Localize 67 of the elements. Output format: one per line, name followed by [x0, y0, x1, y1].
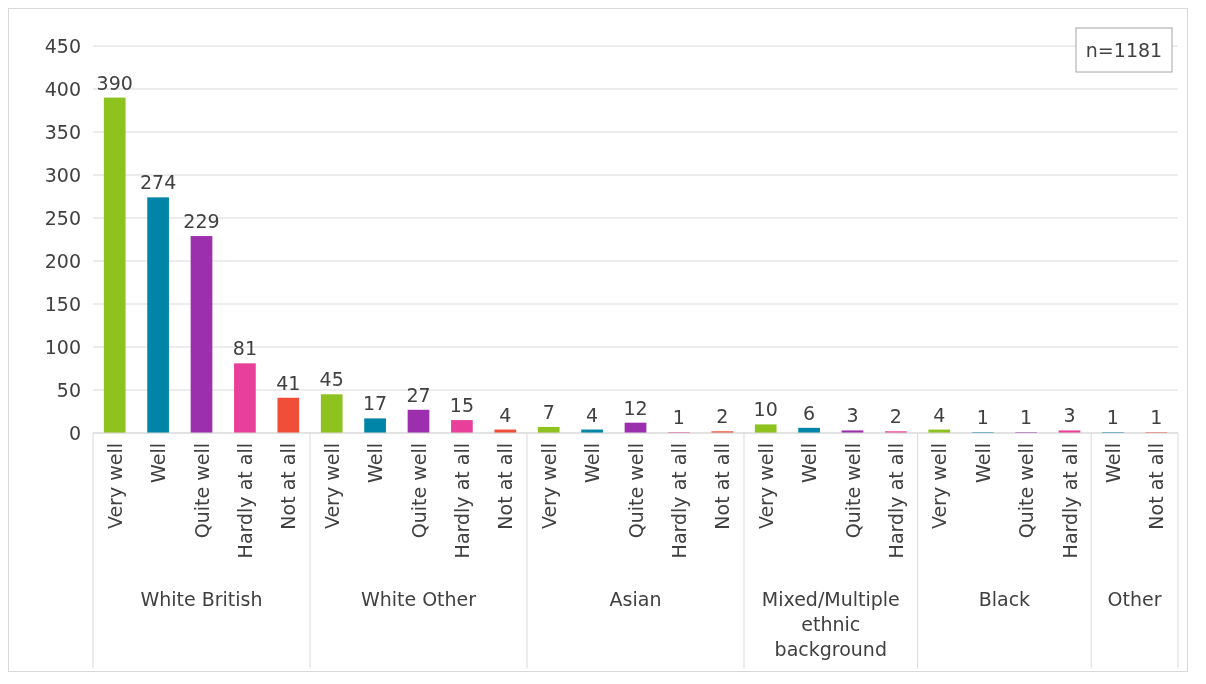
y-tick-label: 400 — [44, 78, 81, 100]
y-tick-label: 450 — [44, 35, 81, 57]
data-label: 12 — [623, 396, 648, 419]
data-label: 4 — [933, 403, 946, 426]
data-label: 1 — [672, 406, 685, 429]
y-tick-label: 0 — [68, 422, 81, 444]
x-tick-label: Very well — [754, 443, 777, 530]
x-tick-label: Quite well — [1015, 443, 1038, 539]
data-label: 17 — [363, 392, 388, 415]
data-label: 2 — [716, 405, 729, 428]
data-label: 2 — [889, 405, 902, 428]
x-tick-label: Hardly at all — [667, 443, 690, 559]
x-axis-title: White Other — [360, 588, 477, 610]
data-label: 1 — [1020, 406, 1033, 429]
x-tick-label: Not at all — [1145, 443, 1168, 530]
x-tick-label: Well — [971, 443, 994, 483]
x-axis-title: Other — [1107, 588, 1162, 610]
x-tick-label: Not at all — [494, 443, 517, 530]
y-tick-label: 250 — [44, 207, 81, 229]
data-label: 41 — [276, 371, 301, 394]
data-label: 1 — [976, 406, 989, 429]
annotation: n=1181 — [1085, 39, 1163, 61]
data-label: 229 — [183, 210, 220, 233]
y-tick-label: 100 — [44, 336, 81, 358]
x-tick-label: Well — [581, 443, 604, 483]
x-tick-label: Well — [364, 443, 387, 483]
x-tick-label: Hardly at all — [233, 443, 256, 559]
x-tick-label: Well — [798, 443, 821, 483]
x-axis-title: Mixed/Multiple ethnic background — [761, 588, 900, 660]
x-tick-label: Hardly at all — [450, 443, 473, 559]
x-tick-label: Not at all — [277, 443, 300, 530]
data-label: 1 — [1106, 406, 1119, 429]
x-tick-label: Very well — [928, 443, 951, 530]
y-tick-label: 200 — [44, 250, 81, 272]
data-label: 15 — [449, 394, 474, 417]
data-label: 390 — [96, 71, 133, 94]
y-tick-label: 50 — [56, 379, 81, 401]
x-axis-title: Black — [978, 588, 1031, 610]
data-label: 10 — [753, 398, 778, 421]
data-label: 3 — [846, 404, 859, 427]
x-axis-title: White British — [140, 588, 263, 610]
data-label: 274 — [139, 171, 177, 194]
data-label: 6 — [803, 401, 816, 424]
y-tick-label: 150 — [44, 293, 81, 315]
data-label: 7 — [542, 400, 555, 423]
data-label: 4 — [586, 403, 599, 426]
data-label: 27 — [406, 383, 431, 406]
x-tick-label: Hardly at all — [1058, 443, 1081, 559]
data-label: 3 — [1063, 404, 1076, 427]
x-tick-label: Hardly at all — [884, 443, 907, 559]
data-label: 81 — [232, 337, 257, 360]
x-axis-title: Asian — [609, 588, 662, 610]
data-label: 4 — [499, 403, 512, 426]
x-tick-label: Quite well — [624, 443, 647, 539]
data-label: 45 — [319, 368, 344, 391]
x-tick-label: Quite well — [407, 443, 430, 539]
x-tick-label: Very well — [537, 443, 560, 530]
x-tick-label: Not at all — [711, 443, 734, 530]
y-tick-label: 300 — [44, 164, 81, 186]
x-tick-label: Quite well — [190, 443, 213, 539]
x-tick-label: Well — [147, 443, 170, 483]
y-tick-label: 350 — [44, 121, 81, 143]
x-tick-label: Quite well — [841, 443, 864, 539]
data-label: 1 — [1150, 406, 1163, 429]
x-tick-label: Very well — [103, 443, 126, 530]
x-tick-label: Well — [1101, 443, 1124, 483]
x-tick-label: Very well — [320, 443, 343, 530]
